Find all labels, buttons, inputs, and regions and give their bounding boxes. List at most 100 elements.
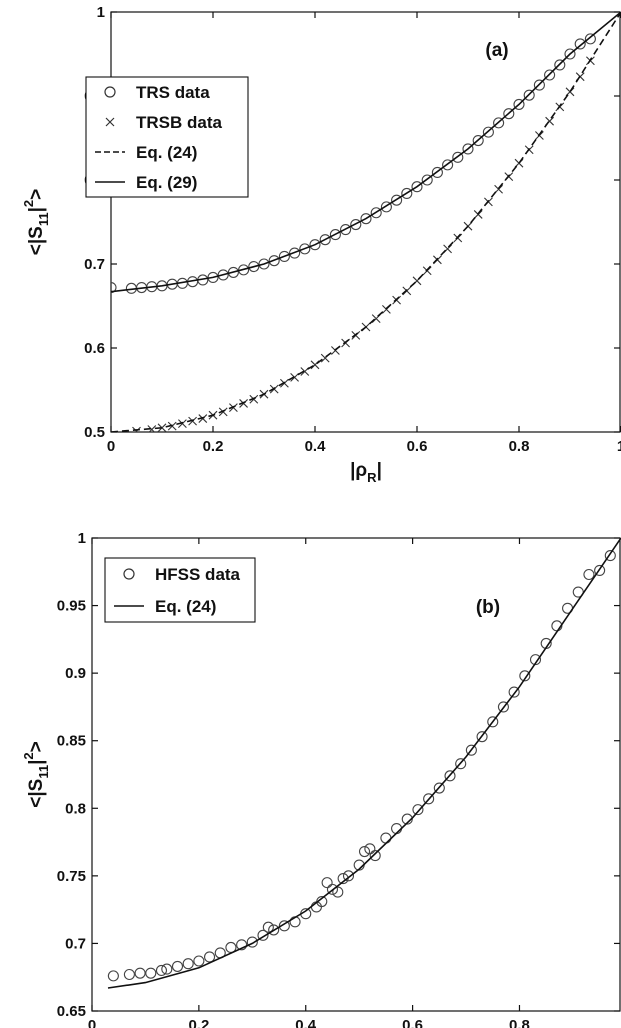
data-point-trsb-data <box>178 419 187 428</box>
data-point-hfss-data <box>476 731 488 743</box>
data-point-hfss-data <box>236 939 248 951</box>
data-point-trs-data <box>111 281 117 294</box>
data-point-hfss-data <box>107 970 119 982</box>
data-point-trs-data <box>258 258 270 270</box>
data-point-trs-data <box>360 213 372 225</box>
legend: HFSS data Eq. (24) <box>104 557 256 623</box>
data-point-trs-data <box>380 201 392 213</box>
data-point-trs-data <box>523 89 535 101</box>
data-point-trs-data <box>411 181 423 193</box>
data-point-trs-data <box>554 59 566 71</box>
x-tick-label: 0.8 <box>509 438 530 455</box>
data-point-hfss-data <box>519 670 531 682</box>
data-point-trs-data <box>584 33 596 45</box>
data-point-hfss-data <box>182 958 194 970</box>
y-tick-label: 0.95 <box>57 598 86 615</box>
data-point-hfss-data <box>342 870 355 882</box>
data-point-trs-data <box>544 69 556 81</box>
y-axis-label-sup: 2 <box>21 200 36 207</box>
data-point-hfss-data <box>123 968 135 981</box>
panel-tag: (b) <box>476 597 500 618</box>
data-point-hfss-data <box>193 955 205 967</box>
y-axis-label-sub: 11 <box>36 765 51 779</box>
legend-entry: TRS data <box>136 83 210 102</box>
data-point-hfss-data <box>433 782 445 794</box>
data-point-trs-data <box>513 98 525 110</box>
data-point-hfss-data <box>423 793 435 805</box>
y-tick-label: 1 <box>97 4 105 21</box>
data-point-trs-data <box>493 117 505 129</box>
y-axis-label: <|S11|2> <box>21 189 51 256</box>
data-point-hfss-data <box>246 936 258 948</box>
data-point-trs-data <box>401 187 413 199</box>
data-point-hfss-data <box>594 564 606 576</box>
data-point-trsb-data <box>167 421 177 431</box>
data-point-hfss-data <box>380 832 392 844</box>
y-tick-label: 0.7 <box>84 256 105 273</box>
x-tick-label: 1 <box>617 438 621 455</box>
data-point-trsb-data <box>157 423 167 432</box>
data-point-trs-data <box>319 234 331 246</box>
data-point-trs-data <box>533 79 545 91</box>
plot-area <box>111 12 621 432</box>
x-tick-label: 0.8 <box>509 1017 530 1028</box>
data-point-trs-data <box>248 260 260 273</box>
data-point-trs-data <box>329 229 341 241</box>
y-tick-label: 1 <box>78 530 86 547</box>
legend-circle-marker <box>123 568 135 580</box>
panel-tag: (a) <box>485 40 508 61</box>
y-tick-label: 0.7 <box>65 935 86 952</box>
data-point-trs-data <box>299 243 311 255</box>
data-point-trs-data <box>268 255 280 267</box>
data-point-trs-data <box>350 218 362 231</box>
x-tick-label: 0 <box>88 1017 96 1028</box>
data-point-hfss-data <box>262 921 274 933</box>
data-point-hfss-data <box>497 701 509 713</box>
x-tick-label: 0.6 <box>407 438 428 455</box>
data-point-trs-data <box>472 134 484 147</box>
y-axis-label: <|S11|2> <box>21 741 51 808</box>
data-point-hfss-data <box>326 883 339 895</box>
x-axis-label-tail: | <box>377 460 382 481</box>
y-tick-label: 0.85 <box>57 733 86 750</box>
plot-frame <box>91 537 621 1012</box>
x-tick-label: 0.2 <box>203 438 224 455</box>
y-axis-label-tail: | <box>26 207 47 212</box>
data-point-trs-data <box>462 143 474 155</box>
series-line-eq-24 <box>111 12 621 432</box>
data-point-trs-data <box>278 250 290 262</box>
data-point-hfss-data <box>583 568 595 581</box>
data-point-hfss-data <box>465 744 477 756</box>
y-tick-label: 0.75 <box>57 868 86 885</box>
legend-box <box>85 76 249 198</box>
data-point-trs-data <box>227 266 239 278</box>
data-point-hfss-data <box>455 758 467 770</box>
data-point-hfss-data <box>134 967 146 979</box>
data-point-trs-data <box>289 247 301 259</box>
y-axis-label-end: > <box>26 741 47 752</box>
data-point-trs-data <box>421 174 433 186</box>
data-point-trs-data <box>482 126 494 138</box>
data-point-hfss-data <box>369 850 381 862</box>
data-point-trs-data <box>503 108 515 120</box>
y-axis-label-sub: 11 <box>36 212 51 226</box>
legend-entry: Eq. (29) <box>136 173 197 192</box>
legend-entry: Eq. (24) <box>136 143 197 162</box>
x-tick-label: 0.2 <box>188 1017 209 1028</box>
data-point-hfss-data <box>358 845 371 858</box>
legend-entry: TRSB data <box>136 113 223 132</box>
y-axis-label-main: <|S <box>26 779 47 808</box>
data-point-hfss-data <box>278 920 290 932</box>
data-point-hfss-data <box>529 654 542 666</box>
y-tick-label: 0.65 <box>57 1003 86 1020</box>
data-point-trs-data <box>442 159 454 171</box>
y-axis-label-sup: 2 <box>21 752 36 759</box>
x-tick-label: 0 <box>107 438 115 455</box>
y-tick-label: 0.6 <box>84 340 105 357</box>
x-tick-label: 0.6 <box>402 1017 423 1028</box>
panel-a: 0.50.60.70.80.9100.20.40.60.81|ρR|<|S11|… <box>21 4 621 485</box>
data-point-trs-data <box>340 224 352 236</box>
data-point-trs-data <box>391 194 403 206</box>
x-tick-label: 0.4 <box>295 1017 317 1028</box>
